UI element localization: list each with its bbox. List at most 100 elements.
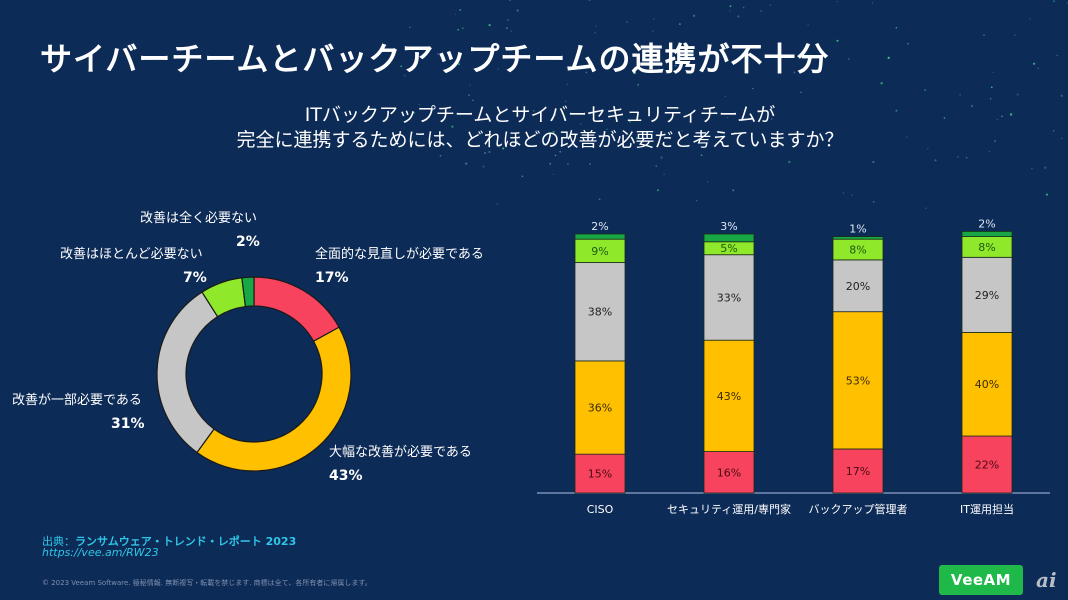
bar-stack: 15% 36% 38% 9% 2% <box>574 220 626 494</box>
star-dot <box>564 100 567 103</box>
bar-data-label: 15% <box>588 468 612 481</box>
star-dot <box>956 155 959 158</box>
pie-label-full-review: 全面的な見直しが必要である <box>315 247 484 262</box>
source-url-link[interactable]: https://vee.am/RW23 <box>42 546 159 559</box>
star-dot <box>1016 93 1019 96</box>
x-tick-label: セキュリティ運用/専門家 <box>667 502 791 516</box>
stacked-bar-chart: 15% 36% 38% 9% 2% CISO 16% 43% 33% 5% 3% セキュリティ運用/専… <box>537 217 1050 516</box>
survey-question-line-1: ITバックアップチームとサイバーセキュリティチームが <box>304 104 776 126</box>
star-dot <box>510 30 512 32</box>
star-dot <box>637 83 640 86</box>
star-dot <box>549 162 552 165</box>
x-tick-label: IT運用担当 <box>960 502 1014 516</box>
star-dot <box>769 4 772 6</box>
star-dot <box>925 207 927 209</box>
star-dot <box>724 95 727 97</box>
star-dot <box>872 200 875 203</box>
bar-data-label: 5% <box>720 242 737 255</box>
star-dot <box>482 165 485 168</box>
donut-slice-some <box>156 291 219 454</box>
x-tick-label: CISO <box>587 503 614 516</box>
star-dot <box>983 34 985 36</box>
pie-value-some: 31% <box>111 416 145 432</box>
source-title: ランサムウェア・トレンド・レポート 2023 <box>75 535 297 548</box>
star-dot <box>1044 166 1047 169</box>
pie-value-major: 43% <box>329 468 363 484</box>
bar-data-label: 17% <box>846 465 870 478</box>
star-dot <box>971 105 974 108</box>
star-dot <box>943 117 946 119</box>
star-dot <box>706 181 709 183</box>
star-dot <box>700 154 703 156</box>
source-citation: 出典：ランサムウェア・トレンド・レポート 2023 <box>42 533 296 549</box>
star-dot <box>655 165 657 167</box>
bar-segment-none <box>574 233 626 240</box>
star-dot <box>467 94 471 97</box>
bar-segment-major <box>574 360 626 455</box>
pie-label-some: 改善が一部必要である <box>12 393 142 408</box>
survey-question: ITバックアップチームとサイバーセキュリティチームが 完全に連携するためには、ど… <box>180 103 900 153</box>
star-dot <box>552 173 555 176</box>
bar-data-label: 40% <box>975 378 999 391</box>
star-dot <box>760 10 762 12</box>
star-dot <box>465 162 468 165</box>
pie-label-little: 改善はほとんど必要ない <box>60 247 203 262</box>
star-dot <box>992 71 995 74</box>
bar-segment-some <box>832 259 884 313</box>
star-dot <box>1037 67 1039 70</box>
star-dot <box>934 159 937 162</box>
star-dot <box>871 2 874 4</box>
star-dot <box>994 140 996 142</box>
pie-label-none: 改善は全く必要ない <box>140 211 258 226</box>
star-dot <box>462 27 464 29</box>
star-dot <box>887 56 890 60</box>
star-dot <box>1053 0 1055 2</box>
donut-slice-full-review <box>253 276 340 343</box>
star-dot <box>521 175 524 178</box>
star-dot <box>695 199 698 202</box>
veeam-logo-text: VeeAM <box>950 571 1012 589</box>
star-dot <box>848 58 850 60</box>
bar-segment-some <box>574 262 626 362</box>
star-dot <box>836 39 839 42</box>
star-dot <box>880 82 883 85</box>
star-dot <box>598 198 601 201</box>
bar-stack: 22% 40% 29% 8% 2% <box>961 217 1013 494</box>
star-dot <box>1060 137 1063 140</box>
bar-data-label: 20% <box>846 280 870 293</box>
star-dot <box>1001 115 1003 118</box>
star-dot <box>588 0 591 1</box>
star-dot <box>990 86 993 89</box>
bar-data-label: 9% <box>591 245 608 258</box>
bar-data-label: 33% <box>717 291 741 304</box>
star-dot <box>454 13 457 16</box>
bar-stack: 16% 43% 33% 5% 3% <box>703 220 755 494</box>
bar-segment-full-review <box>832 448 884 494</box>
star-dot <box>1060 94 1063 97</box>
star-dot <box>851 194 853 196</box>
star-dot <box>505 27 509 30</box>
veeam-logo: VeeAM <box>939 565 1023 595</box>
star-dot <box>1014 34 1016 36</box>
bar-segment-some <box>961 256 1013 333</box>
star-dot <box>595 25 597 27</box>
bar-segment-full-review <box>961 435 1013 494</box>
star-dot <box>1032 62 1036 65</box>
star-dot <box>807 24 809 26</box>
donut-slice-none <box>241 276 255 308</box>
star-dot <box>439 154 442 157</box>
pie-value-full-review: 17% <box>315 270 349 286</box>
star-dot <box>506 18 509 21</box>
bar-segment-some <box>703 254 755 341</box>
star-dot <box>488 23 491 27</box>
copyright-notice: © 2023 Veeam Software. 極秘情報. 無断複写・転載を禁じま… <box>42 579 372 587</box>
star-dot <box>1009 113 1013 116</box>
star-dot <box>567 163 569 165</box>
star-dot <box>989 98 992 100</box>
bar-segment-major <box>832 311 884 450</box>
star-dot <box>959 93 961 96</box>
star-dot <box>988 150 991 153</box>
bar-data-label: 38% <box>588 306 612 319</box>
star-dot <box>457 28 460 31</box>
star-dot <box>471 99 474 102</box>
